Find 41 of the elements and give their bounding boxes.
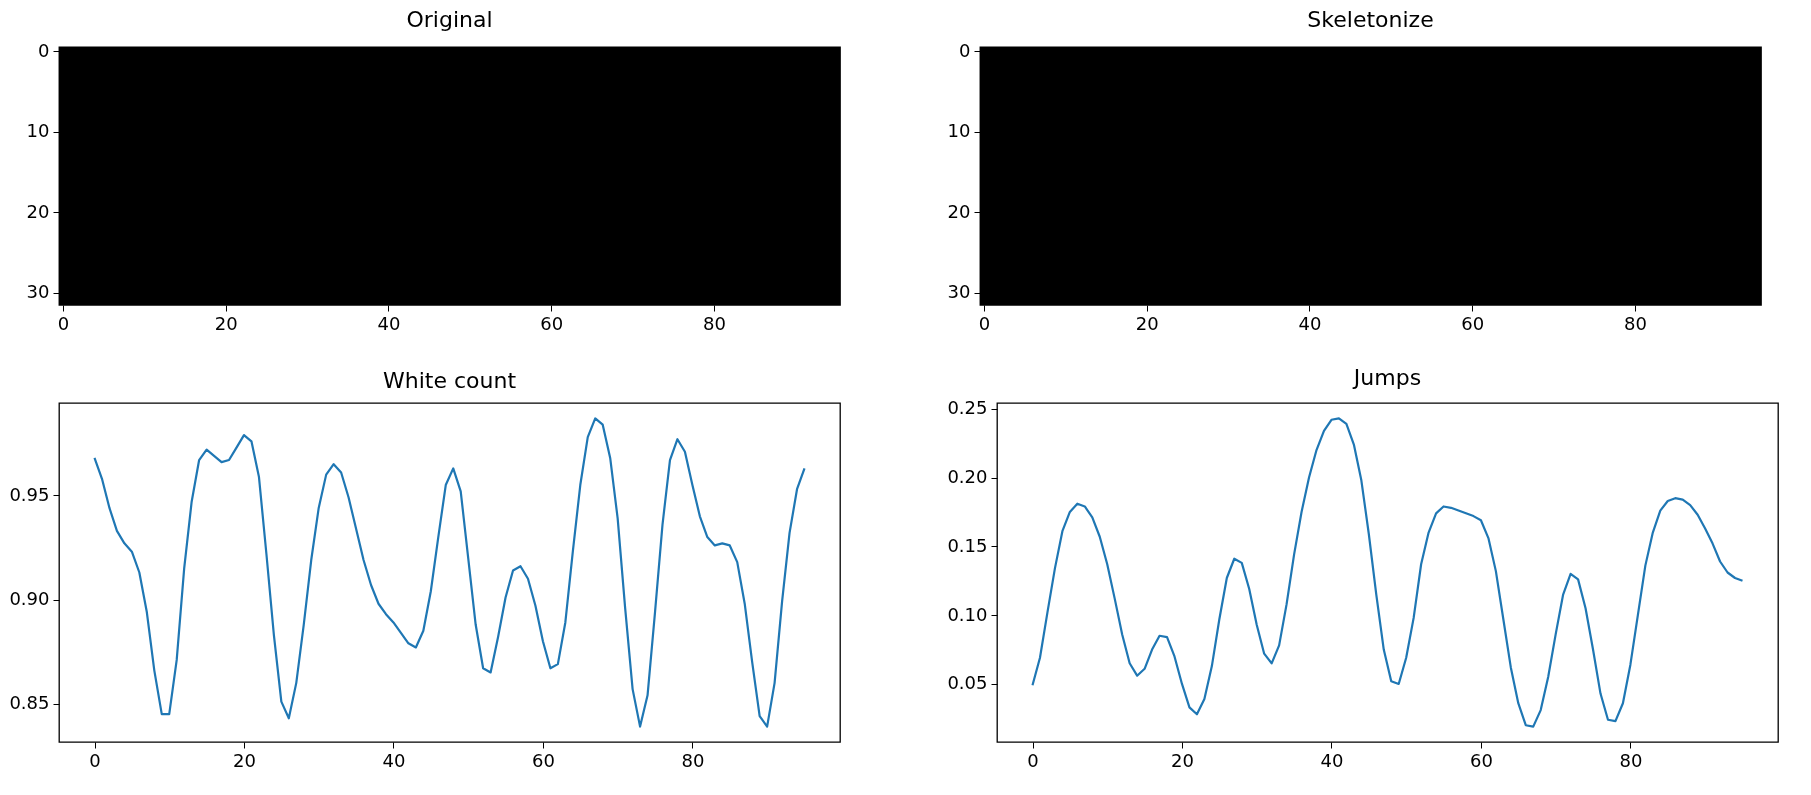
x-tick-label: 20 <box>214 312 238 334</box>
y-tick-label: 10 <box>947 120 971 142</box>
x-tick-label: 60 <box>1469 749 1493 771</box>
y-tick-label: 0.85 <box>9 692 50 714</box>
y-tick-label: 0.95 <box>9 483 50 505</box>
x-tick-label: 80 <box>702 312 726 334</box>
x-tick-label: 60 <box>540 312 564 334</box>
y-tick-label: 0.05 <box>947 672 988 694</box>
x-tick-label: 20 <box>1171 749 1194 771</box>
line-series <box>1031 417 1744 728</box>
chart-title: Skeletonize <box>1307 7 1434 33</box>
y-tick-label: 0.25 <box>947 397 988 419</box>
chart-title: White count <box>382 368 517 393</box>
y-tick-label: 30 <box>947 281 971 303</box>
x-tick-label: 0 <box>1027 749 1039 771</box>
y-tick-label: 0 <box>38 39 50 61</box>
y-tick-label: 0.15 <box>947 534 988 556</box>
x-tick-label: 80 <box>681 749 705 771</box>
y-tick-label: 10 <box>26 120 50 142</box>
x-tick-label: 40 <box>1320 749 1344 771</box>
x-tick-label: 80 <box>1623 312 1647 334</box>
line-series <box>93 417 806 728</box>
x-tick-label: 40 <box>377 312 401 334</box>
chart-title: Original <box>406 7 493 33</box>
y-tick-label: 0.10 <box>947 603 988 625</box>
y-tick-label: 20 <box>26 200 50 222</box>
x-tick-label: 0 <box>57 312 70 334</box>
x-tick-label: 20 <box>1135 312 1159 334</box>
x-tick-label: 40 <box>1298 312 1322 334</box>
y-tick-label: 0 <box>959 39 971 61</box>
x-tick-label: 60 <box>531 749 555 771</box>
x-tick-label: 80 <box>1619 749 1643 771</box>
chart-title: Jumps <box>1351 364 1422 390</box>
y-tick-label: 0.20 <box>947 466 988 488</box>
x-tick-label: 0 <box>89 749 101 771</box>
y-tick-label: 30 <box>26 281 50 303</box>
y-tick-label: 0.90 <box>9 588 50 610</box>
y-tick-label: 20 <box>947 200 971 222</box>
x-tick-label: 60 <box>1461 312 1485 334</box>
x-tick-label: 20 <box>233 749 256 771</box>
x-tick-label: 40 <box>382 749 406 771</box>
